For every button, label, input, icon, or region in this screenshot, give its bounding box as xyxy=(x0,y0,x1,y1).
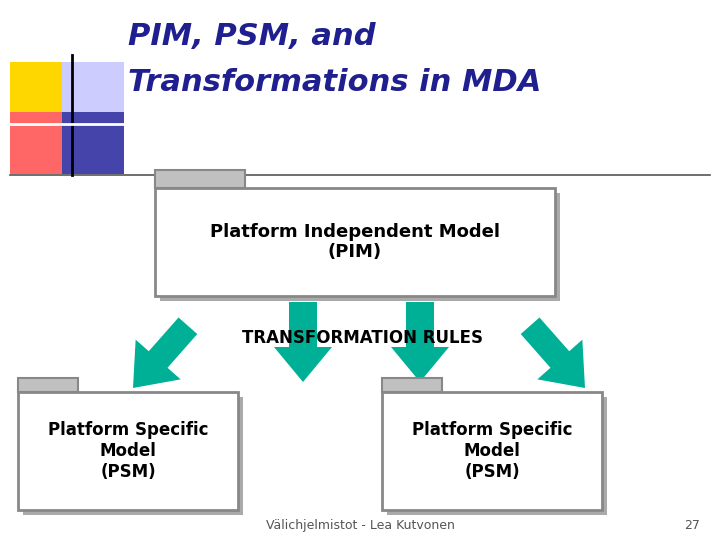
Polygon shape xyxy=(521,318,585,388)
Bar xyxy=(387,397,607,515)
Polygon shape xyxy=(274,347,332,382)
Bar xyxy=(289,302,317,347)
Text: Välichjelmistot - Lea Kutvonen: Välichjelmistot - Lea Kutvonen xyxy=(266,519,454,532)
Polygon shape xyxy=(133,318,197,388)
Bar xyxy=(155,188,555,296)
Text: PIM, PSM, and: PIM, PSM, and xyxy=(128,22,376,51)
Bar xyxy=(62,112,124,174)
Bar xyxy=(406,302,434,347)
Bar xyxy=(382,378,442,392)
Bar xyxy=(18,378,78,392)
Text: TRANSFORMATION RULES: TRANSFORMATION RULES xyxy=(241,329,482,347)
Bar xyxy=(18,392,238,510)
Text: Transformations in MDA: Transformations in MDA xyxy=(128,68,541,97)
Text: Platform Independent Model
(PIM): Platform Independent Model (PIM) xyxy=(210,222,500,261)
Bar xyxy=(10,112,72,174)
Text: Platform Specific
Model
(PSM): Platform Specific Model (PSM) xyxy=(48,421,208,481)
Polygon shape xyxy=(391,347,449,382)
Text: Platform Specific
Model
(PSM): Platform Specific Model (PSM) xyxy=(412,421,572,481)
Text: 27: 27 xyxy=(684,519,700,532)
Bar xyxy=(10,62,72,124)
Bar xyxy=(23,397,243,515)
Bar xyxy=(382,392,602,510)
Bar xyxy=(62,62,124,124)
Bar xyxy=(160,193,560,301)
Bar xyxy=(155,170,245,188)
